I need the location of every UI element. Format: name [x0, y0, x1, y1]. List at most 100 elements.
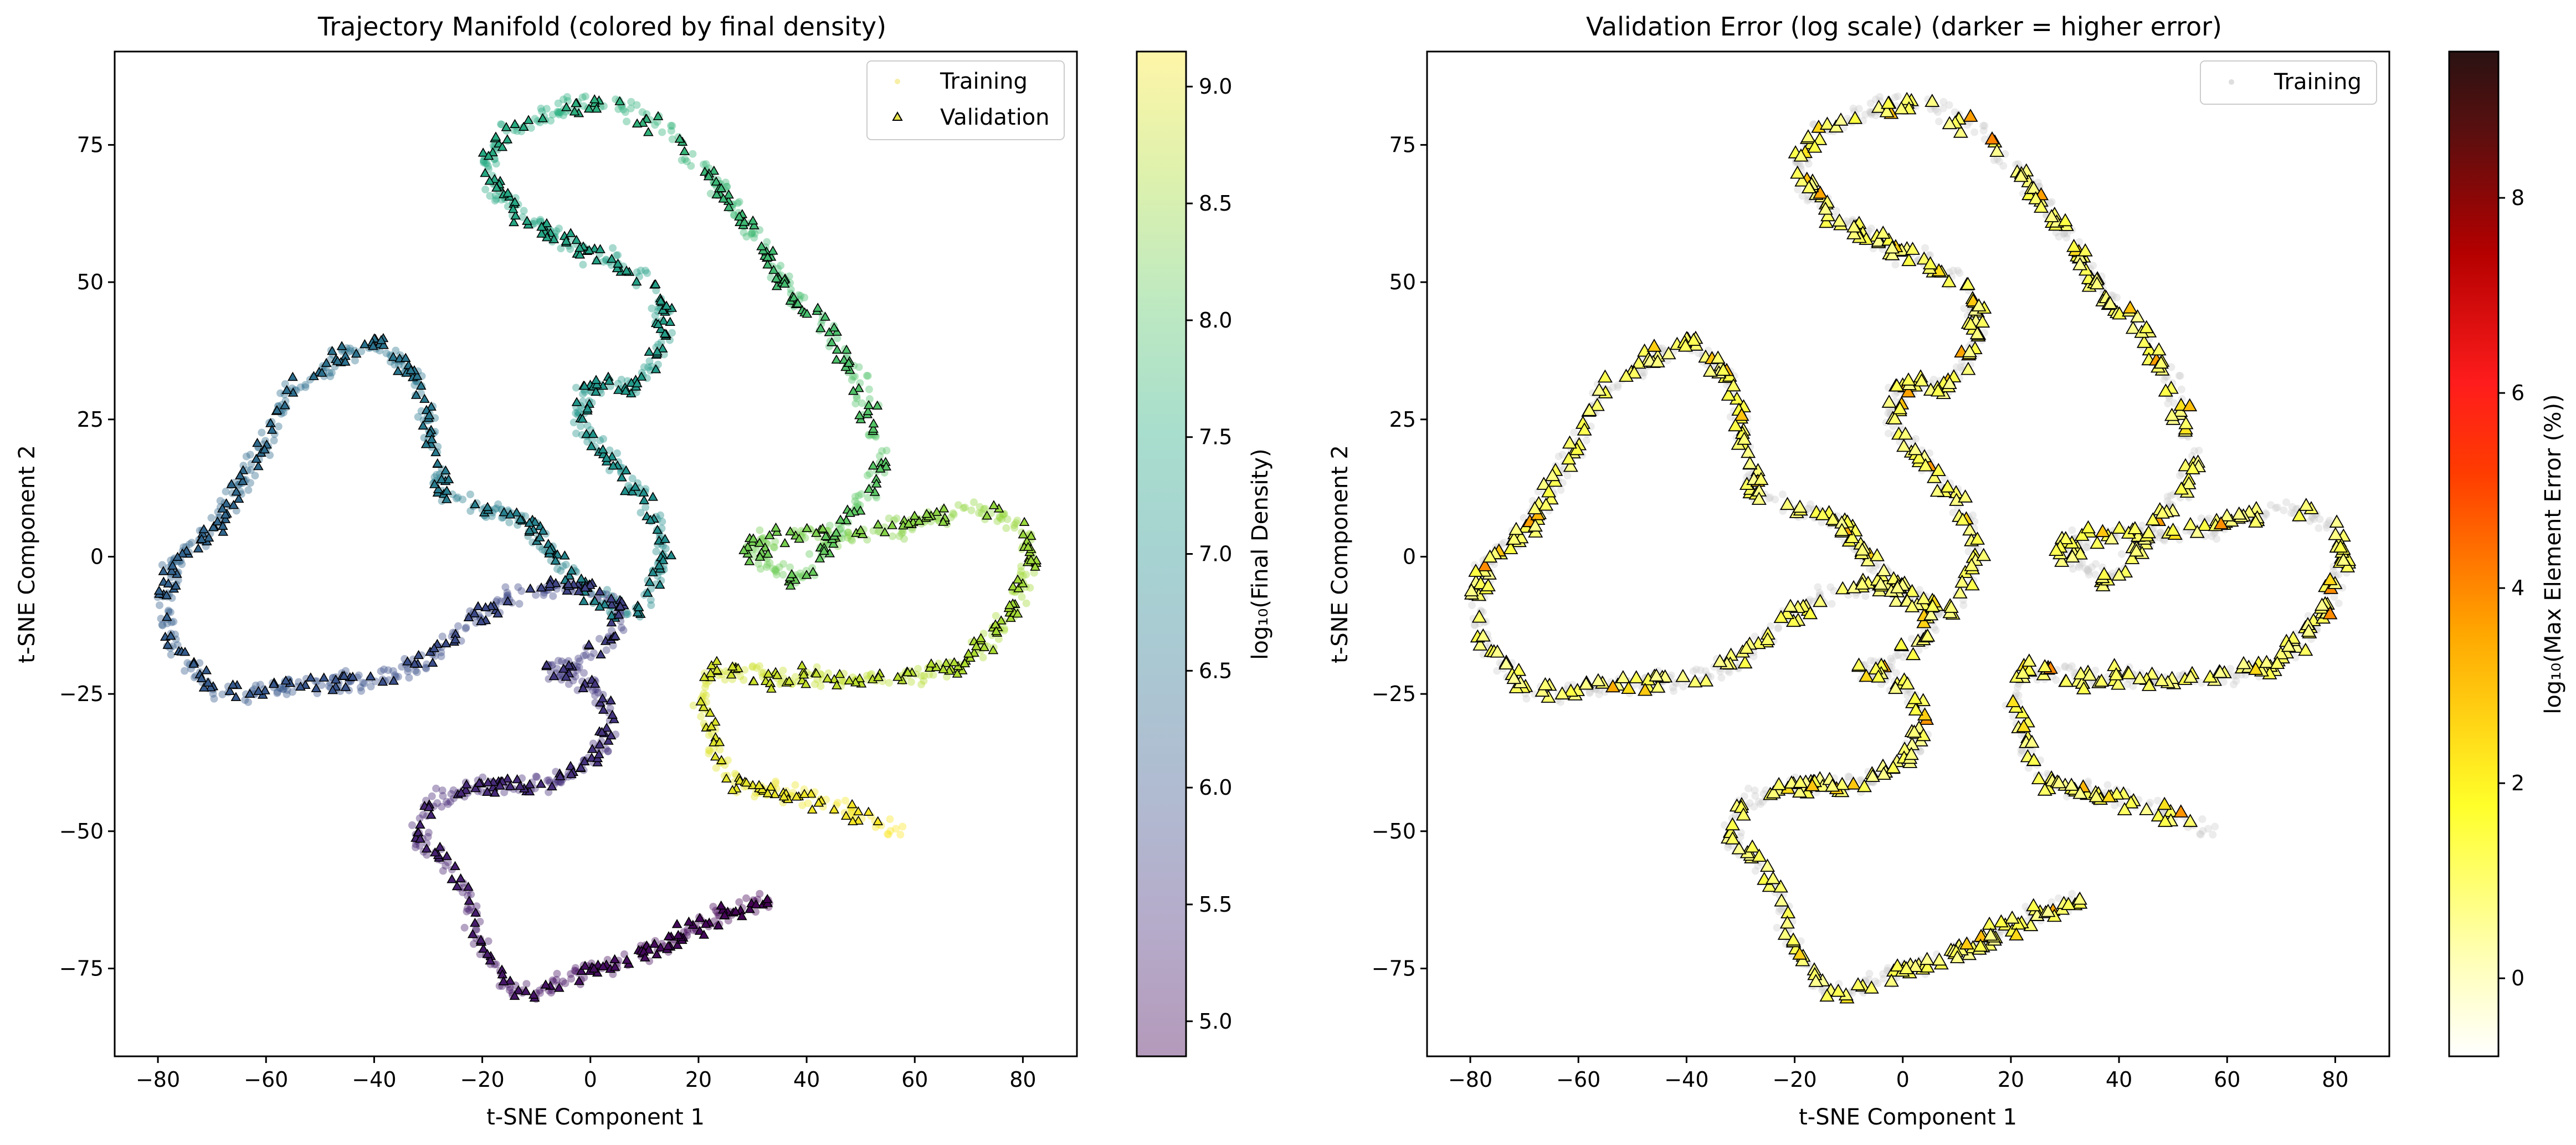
training-point [667, 121, 675, 130]
training-point [577, 422, 585, 431]
training-point [779, 560, 788, 568]
training-point [742, 894, 750, 902]
training-point-gray [1832, 207, 1840, 215]
training-point [588, 436, 597, 444]
training-point [433, 799, 442, 807]
training-point [777, 262, 785, 270]
training-point [896, 831, 905, 839]
training-point-gray [1933, 108, 1942, 116]
training-point [619, 626, 628, 635]
training-point [586, 590, 594, 599]
training-point [579, 102, 588, 110]
validation-point [447, 874, 458, 883]
validation-point [193, 543, 204, 553]
training-point [854, 492, 863, 500]
left-colorbar-tick-label: 7.5 [1199, 425, 1232, 449]
training-point-gray [1921, 244, 1930, 252]
training-point [438, 802, 446, 811]
training-point-gray [2111, 801, 2119, 809]
validation-error-point [2173, 804, 2189, 817]
training-point [466, 490, 474, 499]
training-point [410, 381, 419, 389]
training-point [1018, 593, 1026, 601]
left-y-tick-label: −25 [59, 682, 104, 706]
training-point-gray [1582, 436, 1590, 444]
training-point [899, 822, 907, 831]
validation-point [432, 458, 443, 468]
training-point [751, 229, 759, 238]
training-point [722, 667, 730, 676]
training-point [579, 390, 587, 398]
validation-point [679, 146, 690, 155]
training-point [763, 561, 772, 569]
training-point [943, 673, 951, 681]
training-point [791, 673, 799, 681]
validation-error-point [2107, 658, 2122, 671]
training-point [181, 667, 189, 675]
training-point-gray [1828, 600, 1836, 608]
training-point [351, 356, 359, 365]
left-colorbar-tick-label: 5.0 [1199, 1009, 1232, 1034]
training-point [614, 380, 622, 388]
training-point [442, 862, 450, 870]
training-point [697, 712, 705, 720]
training-point [710, 744, 718, 753]
validation-point [360, 339, 370, 349]
training-point [1012, 519, 1020, 527]
training-point [547, 116, 555, 125]
training-point [856, 501, 864, 509]
validation-point [644, 346, 655, 356]
training-point [643, 269, 651, 277]
training-point [994, 635, 1003, 643]
training-point [853, 500, 861, 508]
left-chart-title: Trajectory Manifold (colored by final de… [317, 12, 886, 42]
training-point [517, 587, 526, 595]
training-point [156, 601, 163, 610]
training-point [566, 245, 574, 253]
training-point [510, 126, 518, 134]
training-point-gray [2232, 677, 2240, 685]
training-point [681, 155, 689, 163]
training-point [412, 844, 420, 851]
training-point [668, 135, 676, 144]
training-point [447, 798, 454, 806]
training-point [411, 667, 419, 674]
left-y-tick-label: −50 [59, 819, 104, 844]
validation-error-point [1982, 916, 1997, 930]
validation-point [684, 916, 694, 926]
training-point [647, 601, 655, 609]
training-point [886, 827, 895, 835]
training-point [173, 641, 182, 649]
training-point [1022, 599, 1030, 607]
training-point [750, 552, 757, 560]
training-point [627, 104, 635, 113]
training-point [813, 676, 822, 683]
training-point [642, 267, 650, 275]
training-point [567, 970, 575, 978]
training-point [1010, 524, 1019, 532]
training-point [834, 799, 842, 807]
training-point [210, 694, 218, 703]
training-point [209, 689, 217, 698]
validation-error-point [1597, 369, 1613, 383]
validation-point [153, 585, 165, 595]
training-point [724, 756, 732, 764]
validation-point [648, 492, 658, 501]
training-point [657, 338, 665, 346]
training-point [438, 786, 447, 795]
training-point-gray [2315, 524, 2323, 532]
training-point [755, 560, 762, 568]
training-point [853, 394, 861, 402]
training-point [1003, 515, 1012, 523]
training-point [444, 800, 452, 808]
training-point [569, 676, 577, 684]
training-point [484, 937, 492, 945]
training-point-gray [1500, 539, 1508, 547]
left-y-tick-label: −75 [59, 956, 104, 980]
training-point [583, 438, 592, 446]
validation-point [525, 583, 536, 593]
training-point [651, 311, 659, 320]
training-point [473, 926, 480, 934]
training-point [246, 479, 254, 487]
